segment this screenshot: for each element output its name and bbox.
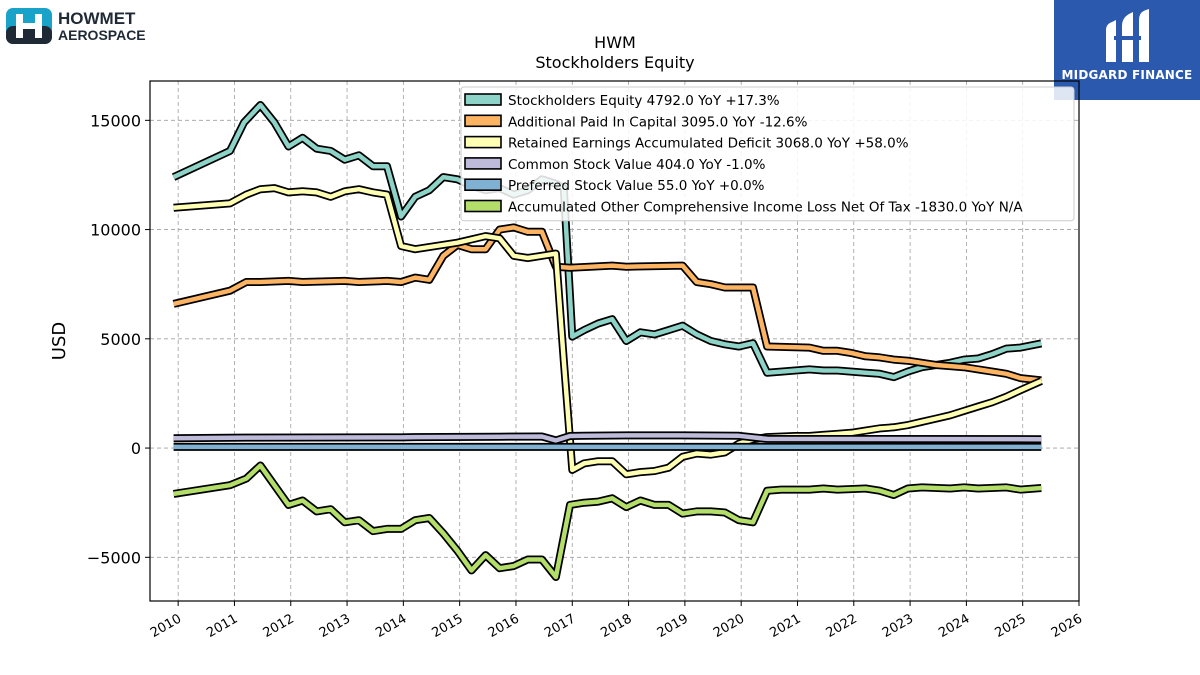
x-tick-label: 2012 xyxy=(261,611,297,641)
logo-line2: AEROSPACE xyxy=(58,27,146,43)
series-line xyxy=(173,433,1042,443)
series-outline xyxy=(172,461,1042,581)
x-tick-label: 2011 xyxy=(204,611,240,641)
y-tick-label: 0 xyxy=(131,439,141,458)
legend-label: Common Stock Value 404.0 YoY -1.0% xyxy=(508,157,766,173)
series-line xyxy=(173,225,1042,383)
legend-label: Preferred Stock Value 55.0 YoY +0.0% xyxy=(508,178,765,194)
x-tick-label: 2016 xyxy=(486,611,522,641)
x-tick-label: 2021 xyxy=(767,611,803,641)
series-line xyxy=(173,185,1043,477)
plot-frame xyxy=(149,80,1080,602)
logo-stroke-3 xyxy=(1139,9,1149,62)
series-outline xyxy=(173,184,1043,479)
legend-label: Additional Paid In Capital 3095.0 YoY -1… xyxy=(508,114,808,130)
legend-label: Accumulated Other Comprehensive Income L… xyxy=(508,200,1023,216)
y-axis-label: USD xyxy=(49,322,70,360)
logo-cut xyxy=(1114,36,1141,40)
x-tick-label: 2017 xyxy=(542,611,578,641)
x-tick-label: 2010 xyxy=(148,611,184,641)
howmet-logo-mark: HOWMET AEROSPACE xyxy=(6,8,146,44)
x-tick-label: 2019 xyxy=(655,611,691,641)
x-tick-label: 2018 xyxy=(598,611,634,641)
series-lines xyxy=(171,101,1043,581)
logo-mark-h-bar xyxy=(16,23,42,29)
x-tick-label: 2020 xyxy=(711,611,747,641)
series-line xyxy=(173,463,1042,580)
midgard-finance-logo: MIDGARD FINANCE xyxy=(1054,0,1200,100)
legend-swatch xyxy=(464,114,502,128)
y-axis: −5000 0 5000 10000 15000 xyxy=(87,111,150,567)
legend-label: Stockholders Equity 4792.0 YoY +17.3% xyxy=(508,93,780,109)
chart-subtitle: Stockholders Equity xyxy=(535,53,694,72)
chart-title: HWM xyxy=(594,33,636,52)
x-tick-label: 2013 xyxy=(317,611,353,641)
x-tick-label: 2025 xyxy=(993,611,1029,641)
legend-swatch xyxy=(464,157,502,170)
howmet-aerospace-logo: HOWMET AEROSPACE xyxy=(4,6,174,46)
logo-stroke-1 xyxy=(1106,20,1116,62)
legend-box xyxy=(460,86,1075,222)
x-tick-label: 2022 xyxy=(824,611,860,641)
y-tick-label: 10000 xyxy=(90,221,141,240)
logo-line1: HOWMET xyxy=(58,9,136,28)
series-line xyxy=(172,102,1042,380)
legend-swatch xyxy=(464,199,502,213)
x-tick-label: 2024 xyxy=(936,611,972,641)
x-tick-label: 2014 xyxy=(373,611,409,641)
series-outline xyxy=(172,223,1042,385)
legend-swatch xyxy=(464,93,502,106)
legend-swatch xyxy=(464,135,502,149)
x-axis: 2010 2011 2012 2013 2014 2015 2016 2017 2018 2019… xyxy=(148,601,1085,641)
y-tick-label: 5000 xyxy=(100,330,141,349)
logo-text: MIDGARD FINANCE xyxy=(1061,68,1193,82)
y-tick-label: −5000 xyxy=(87,548,141,567)
x-tick-label: 2026 xyxy=(1049,611,1085,641)
legend-swatch xyxy=(464,178,502,191)
legend-label: Retained Earnings Accumulated Deficit 30… xyxy=(508,136,909,152)
y-tick-label: 15000 xyxy=(90,111,141,130)
x-tick-label: 2023 xyxy=(880,611,916,641)
legend: Stockholders Equity 4792.0 YoY +17.3% Add… xyxy=(460,86,1075,222)
x-tick-label: 2015 xyxy=(430,611,466,641)
midgard-logo-mark xyxy=(1106,9,1149,62)
